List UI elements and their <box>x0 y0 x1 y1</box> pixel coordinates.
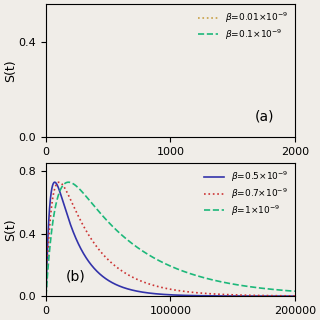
Y-axis label: S(t): S(t) <box>4 219 17 241</box>
Legend: $\beta$=0.01$\times$10$^{-9}$, $\beta$=0.1$\times$10$^{-9}$: $\beta$=0.01$\times$10$^{-9}$, $\beta$=0… <box>196 9 290 43</box>
Legend: $\beta$=0.5$\times$10$^{-9}$, $\beta$=0.7$\times$10$^{-9}$, $\beta$=1$\times$10$: $\beta$=0.5$\times$10$^{-9}$, $\beta$=0.… <box>202 168 290 219</box>
Text: (a): (a) <box>255 110 275 124</box>
Y-axis label: S(t): S(t) <box>4 59 17 82</box>
Text: (b): (b) <box>66 269 86 283</box>
